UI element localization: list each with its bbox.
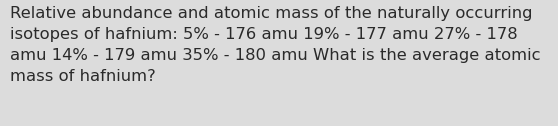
- Text: Relative abundance and atomic mass of the naturally occurring
isotopes of hafniu: Relative abundance and atomic mass of th…: [10, 6, 541, 84]
